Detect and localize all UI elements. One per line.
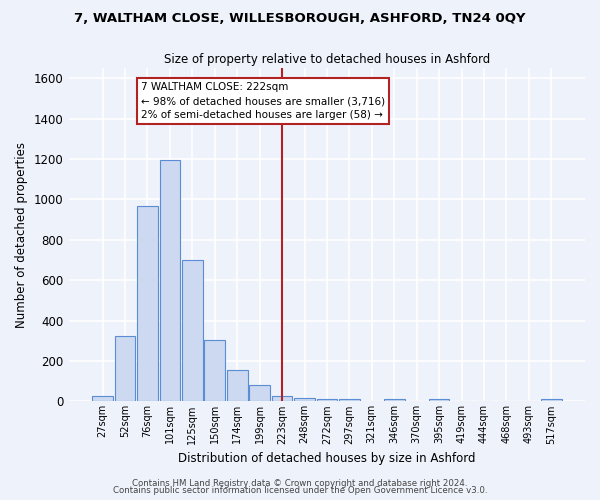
- Bar: [541, 400, 562, 402]
- Text: 7, WALTHAM CLOSE, WILLESBOROUGH, ASHFORD, TN24 0QY: 7, WALTHAM CLOSE, WILLESBOROUGH, ASHFORD…: [74, 12, 526, 26]
- X-axis label: Distribution of detached houses by size in Ashford: Distribution of detached houses by size …: [178, 452, 476, 465]
- Bar: [429, 400, 449, 402]
- Text: 7 WALTHAM CLOSE: 222sqm
← 98% of detached houses are smaller (3,716)
2% of semi-: 7 WALTHAM CLOSE: 222sqm ← 98% of detache…: [141, 82, 385, 120]
- Bar: [205, 340, 225, 402]
- Bar: [92, 396, 113, 402]
- Bar: [339, 400, 359, 402]
- Text: Contains HM Land Registry data © Crown copyright and database right 2024.: Contains HM Land Registry data © Crown c…: [132, 478, 468, 488]
- Bar: [115, 336, 136, 402]
- Bar: [294, 398, 315, 402]
- Bar: [384, 400, 404, 402]
- Bar: [137, 206, 158, 402]
- Text: Contains public sector information licensed under the Open Government Licence v3: Contains public sector information licen…: [113, 486, 487, 495]
- Bar: [272, 396, 292, 402]
- Bar: [227, 370, 248, 402]
- Y-axis label: Number of detached properties: Number of detached properties: [15, 142, 28, 328]
- Bar: [160, 160, 180, 402]
- Title: Size of property relative to detached houses in Ashford: Size of property relative to detached ho…: [164, 52, 490, 66]
- Bar: [250, 385, 270, 402]
- Bar: [317, 400, 337, 402]
- Bar: [182, 260, 203, 402]
